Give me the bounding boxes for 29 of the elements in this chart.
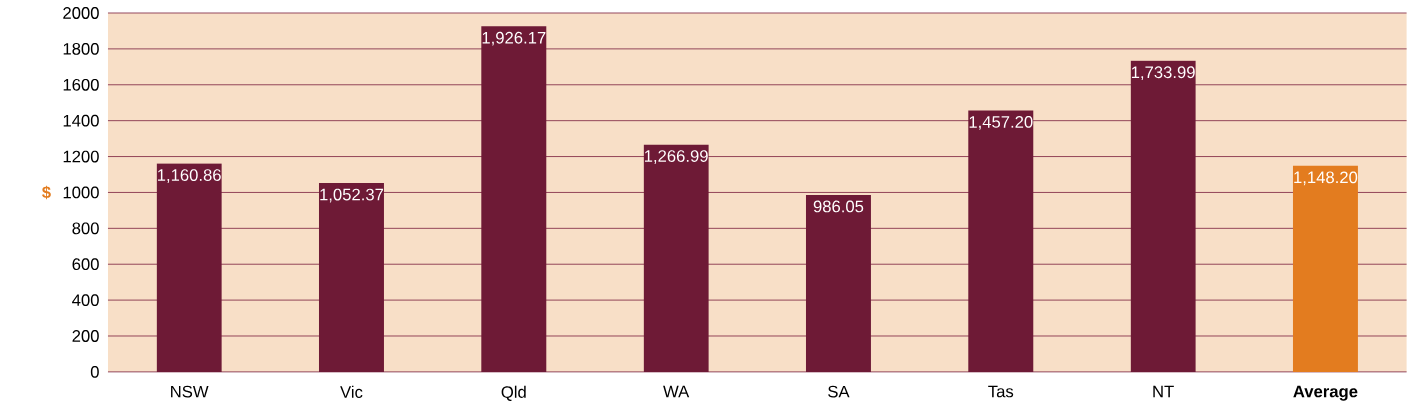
y-tick-label: 1200 — [63, 150, 99, 163]
y-tick-label: 1600 — [63, 78, 99, 91]
data-label: 1,052.37 — [320, 188, 384, 203]
data-label: 1,266.99 — [644, 150, 708, 164]
y-axis-title: $ — [42, 185, 51, 200]
data-label: 1,148.20 — [1294, 171, 1358, 186]
x-tick-label: WA — [663, 385, 690, 398]
x-tick-label: Qld — [501, 385, 526, 401]
y-tick-label: 400 — [72, 294, 99, 307]
y-tick-label: 600 — [72, 258, 99, 271]
y-tick-label: 1000 — [63, 186, 99, 199]
bar — [1292, 165, 1358, 372]
data-label: 986.05 — [813, 200, 864, 213]
y-tick-label: 200 — [72, 330, 99, 342]
data-label: 1,160.86 — [157, 169, 221, 183]
x-tick-label: SA — [828, 385, 850, 398]
y-tick-label: 1800 — [63, 43, 99, 55]
data-label: 1,926.17 — [482, 31, 546, 46]
x-tick-label: Average — [1293, 385, 1358, 401]
y-tick-label: 1400 — [63, 114, 99, 127]
data-label: 1,457.20 — [969, 116, 1033, 130]
y-tick-label: 800 — [72, 222, 99, 235]
x-tick-label: Tas — [988, 385, 1014, 398]
x-tick-label: NT — [1153, 385, 1174, 398]
y-tick-label: 0 — [90, 366, 99, 378]
data-label: 1,733.99 — [1131, 66, 1195, 81]
x-tick-label: Vic — [340, 385, 363, 399]
y-tick-label: 2000 — [63, 7, 99, 19]
x-tick-label: NSW — [171, 385, 209, 398]
